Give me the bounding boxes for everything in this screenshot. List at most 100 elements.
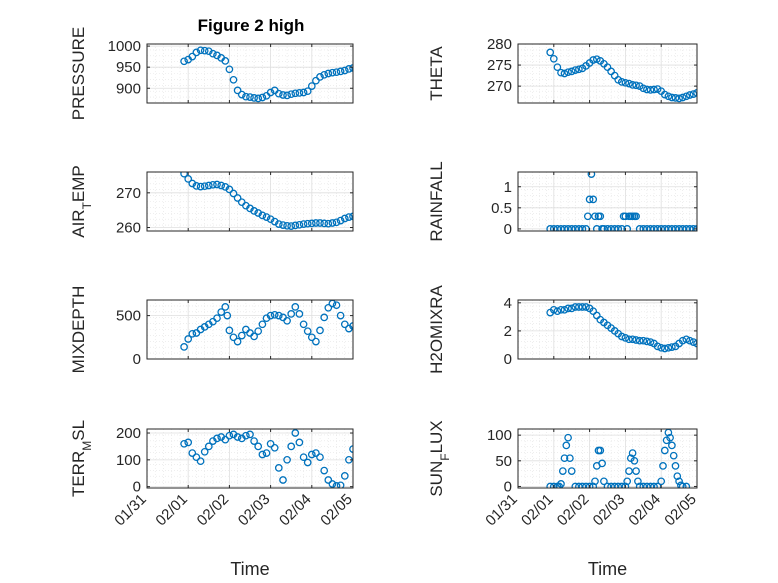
data-point xyxy=(336,311,345,320)
data-point xyxy=(225,185,234,194)
data-point xyxy=(340,214,349,223)
data-point xyxy=(571,303,580,311)
data-point xyxy=(557,68,565,77)
data-point xyxy=(650,85,658,94)
data-point xyxy=(598,459,606,468)
x-tick-label: 01/31 xyxy=(111,491,150,530)
data-point xyxy=(607,225,615,231)
data-point xyxy=(221,303,230,311)
data-point xyxy=(628,335,637,344)
y-tick-label: 275 xyxy=(487,57,512,74)
data-point xyxy=(673,472,682,481)
data-point xyxy=(316,326,324,335)
data-point xyxy=(274,89,283,98)
data-point xyxy=(682,92,691,101)
data-point xyxy=(320,219,329,228)
y-tick-label: 1 xyxy=(504,179,512,196)
data-point xyxy=(320,313,329,322)
data-point xyxy=(180,57,188,66)
y-tick-label: 270 xyxy=(487,78,512,95)
data-point xyxy=(324,219,333,228)
major-grid xyxy=(517,172,698,231)
data-point xyxy=(650,482,658,488)
data-point xyxy=(566,454,574,463)
data-point xyxy=(560,305,569,314)
data-point xyxy=(192,182,201,190)
minor-grid xyxy=(518,172,697,231)
data-point xyxy=(229,333,238,342)
data-point xyxy=(270,443,279,452)
data-point xyxy=(668,343,676,351)
data-point xyxy=(553,307,562,316)
data-point xyxy=(200,182,209,191)
data-point xyxy=(258,450,267,459)
data-point xyxy=(657,225,666,231)
data-point xyxy=(643,225,651,231)
data-point xyxy=(578,482,587,488)
y-tick-label: 100 xyxy=(487,427,512,444)
data-point xyxy=(643,85,651,94)
y-tick-label: 900 xyxy=(116,80,141,97)
data-point xyxy=(258,320,267,329)
data-point xyxy=(549,482,558,488)
data-point xyxy=(621,78,630,87)
data-point xyxy=(607,482,615,488)
data-point xyxy=(299,220,308,228)
data-point xyxy=(291,89,300,98)
data-point xyxy=(188,52,197,61)
data-point xyxy=(188,179,197,188)
data-point xyxy=(632,467,640,475)
data-point xyxy=(675,477,683,486)
data-point xyxy=(625,467,633,475)
data-point xyxy=(229,189,238,198)
x-tick-label: 02/02 xyxy=(194,491,233,530)
data-point xyxy=(635,225,644,231)
data-point xyxy=(312,449,320,457)
data-point xyxy=(221,57,230,65)
data-point xyxy=(567,467,576,475)
data-point xyxy=(685,336,694,345)
y-tick-label: 0 xyxy=(504,221,512,238)
y-axis-label: RAINFALL xyxy=(427,161,446,241)
y-tick-label: 50 xyxy=(495,453,512,470)
x-tick-label: 01/31 xyxy=(482,491,521,530)
data-point xyxy=(320,70,329,79)
y-tick-label: 0 xyxy=(133,479,141,496)
data-point xyxy=(287,222,296,230)
data-point xyxy=(184,175,193,183)
x-tick-label: 02/04 xyxy=(276,491,315,530)
data-point xyxy=(575,65,583,74)
data-point xyxy=(299,453,308,462)
data-series xyxy=(180,429,353,488)
data-point xyxy=(287,90,296,99)
axes-box xyxy=(146,171,354,232)
data-point xyxy=(303,87,312,96)
data-point xyxy=(180,343,188,351)
data-point xyxy=(283,91,291,100)
data-point xyxy=(340,66,349,75)
data-point xyxy=(336,216,345,225)
data-point xyxy=(312,76,320,85)
data-point xyxy=(209,49,217,58)
data-point xyxy=(585,482,594,488)
y-axis-label: SUNFLUX xyxy=(427,420,452,496)
x-tick-label: 02/04 xyxy=(625,491,664,530)
data-point xyxy=(291,429,300,437)
major-grid xyxy=(517,429,698,488)
y-axis-label: TERRMSL xyxy=(69,420,94,497)
data-point xyxy=(668,225,676,231)
data-series xyxy=(180,172,353,230)
data-point xyxy=(587,172,596,178)
data-point xyxy=(221,435,230,444)
data-point xyxy=(266,215,275,224)
data-point xyxy=(328,68,337,77)
data-point xyxy=(299,320,308,329)
data-point xyxy=(192,453,201,462)
data-point xyxy=(685,225,694,231)
data-point xyxy=(671,225,680,231)
major-grid xyxy=(146,44,354,103)
y-tick-label: 100 xyxy=(116,452,141,469)
data-point xyxy=(557,225,565,231)
data-point xyxy=(628,449,637,457)
